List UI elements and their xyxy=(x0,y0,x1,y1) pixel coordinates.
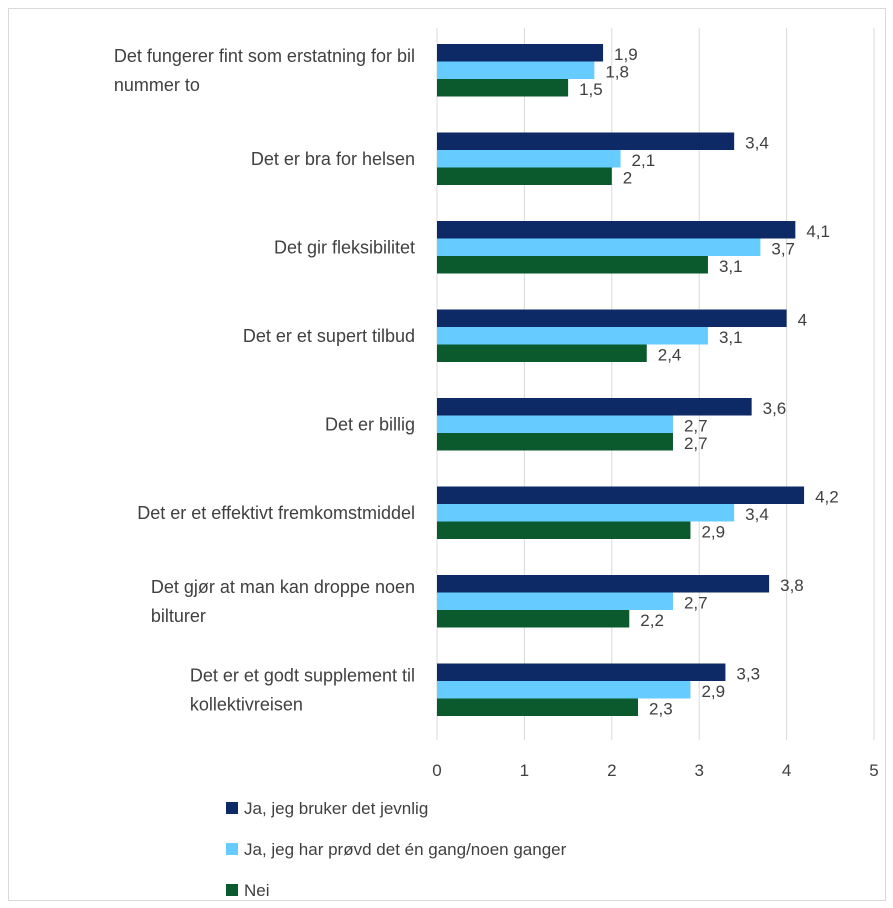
x-tick-label: 2 xyxy=(607,761,616,780)
data-label: 2,1 xyxy=(632,151,656,170)
data-label: 2,3 xyxy=(649,699,673,718)
x-tick-label: 5 xyxy=(869,761,878,780)
bar xyxy=(437,221,796,239)
data-label: 3,3 xyxy=(736,664,760,683)
bar xyxy=(437,433,673,451)
x-tick-label: 1 xyxy=(520,761,529,780)
data-label: 3,6 xyxy=(763,399,787,418)
category-labels: Det fungerer fint som erstatning for bil… xyxy=(114,46,415,715)
data-label: 3,1 xyxy=(719,328,743,347)
bar xyxy=(437,327,708,345)
category-label: Det gir fleksibilitet xyxy=(274,237,415,257)
category-label: kollektivreisen xyxy=(190,694,303,714)
legend: Ja, jeg bruker det jevnlig Ja, jeg har pr… xyxy=(226,799,567,900)
data-label: 4,2 xyxy=(815,487,839,506)
legend-label: Ja, jeg har prøvd det én gang/noen gange… xyxy=(244,840,567,859)
data-label: 2,7 xyxy=(684,434,708,453)
legend-label: Nei xyxy=(244,881,270,900)
x-tick-labels: 0 1 2 3 4 5 xyxy=(432,761,878,780)
bar xyxy=(437,575,770,593)
bar xyxy=(437,504,735,522)
bar xyxy=(437,398,752,416)
category-label: Det er et godt supplement til xyxy=(190,665,415,685)
legend-swatch xyxy=(226,802,238,814)
bar xyxy=(437,44,604,62)
data-label: 1,9 xyxy=(614,45,638,64)
legend-swatch xyxy=(226,843,238,855)
bar xyxy=(437,486,805,504)
category-label: Det fungerer fint som erstatning for bil xyxy=(114,46,415,66)
data-label: 2,9 xyxy=(701,522,725,541)
category-label: Det er et supert tilbud xyxy=(243,326,415,346)
bar xyxy=(437,150,621,168)
bar xyxy=(437,698,639,716)
data-label: 2,2 xyxy=(640,611,664,630)
data-label: 1,8 xyxy=(605,62,629,81)
data-label: 3,1 xyxy=(719,257,743,276)
bar xyxy=(437,79,569,97)
bar xyxy=(437,521,691,539)
bar xyxy=(437,415,673,433)
bar xyxy=(437,344,647,362)
category-label: nummer to xyxy=(114,75,200,95)
legend-label: Ja, jeg bruker det jevnlig xyxy=(244,799,428,818)
data-label: 4,1 xyxy=(806,222,830,241)
category-label: Det gjør at man kan droppe noen xyxy=(151,577,415,597)
x-tick-label: 0 xyxy=(432,761,441,780)
bar xyxy=(437,167,612,185)
bar xyxy=(437,132,735,150)
bar xyxy=(437,592,673,610)
bar xyxy=(437,238,761,256)
bar xyxy=(437,309,787,327)
bars xyxy=(437,44,805,716)
x-tick-label: 3 xyxy=(694,761,703,780)
data-label: 2,9 xyxy=(701,682,725,701)
data-labels: 1,91,81,53,42,124,13,73,143,12,43,62,72,… xyxy=(579,45,839,719)
data-label: 2,7 xyxy=(684,416,708,435)
legend-swatch xyxy=(226,884,238,896)
bar xyxy=(437,610,630,628)
data-label: 2 xyxy=(623,168,632,187)
data-label: 2,7 xyxy=(684,593,708,612)
data-label: 3,4 xyxy=(745,505,769,524)
data-label: 4 xyxy=(798,310,807,329)
data-label: 1,5 xyxy=(579,80,603,99)
bar xyxy=(437,663,726,681)
data-label: 3,4 xyxy=(745,133,769,152)
x-tick-label: 4 xyxy=(782,761,791,780)
category-label: Det er bra for helsen xyxy=(251,149,415,169)
data-label: 3,7 xyxy=(771,239,795,258)
data-label: 3,8 xyxy=(780,576,804,595)
data-label: 2,4 xyxy=(658,345,682,364)
bar xyxy=(437,61,595,79)
chart-frame xyxy=(8,8,886,901)
bar xyxy=(437,681,691,699)
category-label: bilturer xyxy=(151,606,206,626)
category-label: Det er billig xyxy=(325,414,415,434)
bar xyxy=(437,256,708,274)
category-label: Det er et effektivt fremkomstmiddel xyxy=(137,503,415,523)
